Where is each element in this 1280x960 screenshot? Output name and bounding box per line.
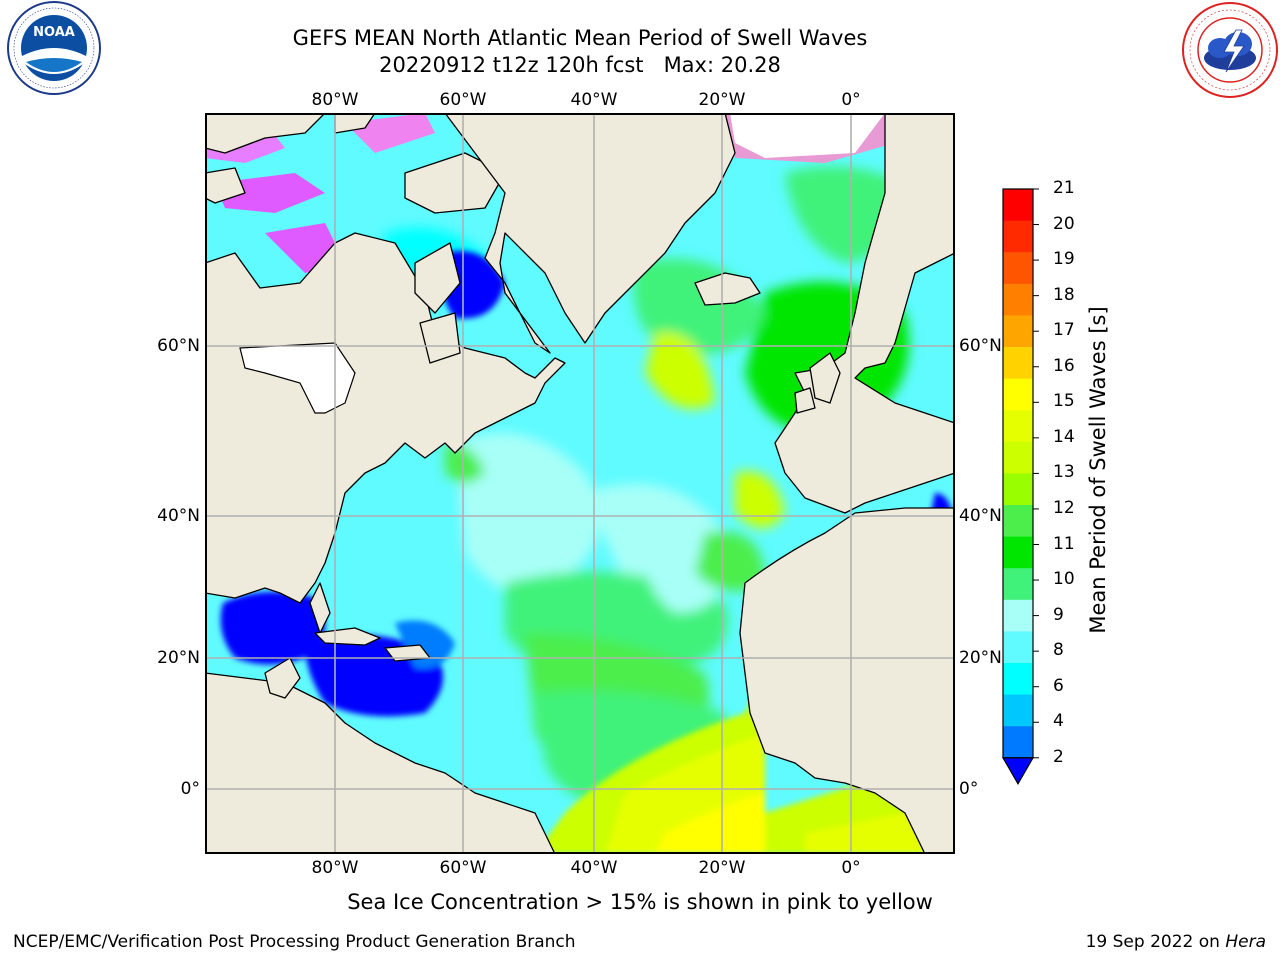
lon-label-top-80w: 80°W	[311, 90, 359, 110]
colorbar-tick-label: 12	[1053, 497, 1075, 518]
colorbar-segment	[1003, 410, 1033, 443]
colorbar-label: Mean Period of Swell Waves [s]	[1086, 306, 1110, 634]
noaa-logo: NOAA	[7, 1, 101, 95]
lat-label-left-20n: 20°N	[157, 648, 200, 668]
colorbar-segment	[1003, 315, 1033, 348]
lon-label-top-0: 0°	[841, 90, 861, 110]
lon-label-bottom-0: 0°	[841, 858, 861, 878]
lon-label-bottom-80w: 80°W	[311, 858, 359, 878]
colorbar-segment	[1003, 220, 1033, 253]
lon-label-top-20w: 20°W	[698, 90, 746, 110]
colorbar-tick-label: 14	[1053, 426, 1075, 447]
lon-label-bottom-20w: 20°W	[698, 858, 746, 878]
colorbar-tick-label: 8	[1053, 640, 1064, 661]
colorbar-segment	[1003, 568, 1033, 601]
colorbar-tick-label: 10	[1053, 569, 1075, 590]
colorbar-tick-label: 4	[1053, 711, 1064, 732]
lon-label-bottom-40w: 40°W	[570, 858, 618, 878]
ice-mask-hudson	[239, 342, 356, 414]
colorbar-tick-label: 16	[1053, 355, 1075, 376]
colorbar-tick-label: 18	[1053, 284, 1075, 305]
colorbar-segment	[1003, 283, 1033, 316]
map-border	[205, 113, 955, 854]
run-date-text: 19 Sep 2022 on	[1085, 932, 1220, 952]
lon-label-top-60w: 60°W	[439, 90, 487, 110]
graticule	[205, 113, 955, 854]
colorbar-tick-label: 9	[1053, 604, 1064, 625]
colorbar-segment	[1003, 378, 1033, 411]
colorbar-tick-label: 20	[1053, 213, 1075, 234]
colorbar-segment	[1003, 631, 1033, 664]
colorbar-tick-label: 6	[1053, 675, 1064, 696]
ice-mask-arctic	[730, 113, 885, 158]
lat-label-right-0: 0°	[959, 779, 979, 799]
land	[205, 113, 955, 854]
colorbar-tick-label: 11	[1053, 533, 1075, 554]
lat-label-right-60n: 60°N	[959, 336, 1002, 356]
run-date: 19 Sep 2022 on Hera	[1086, 932, 1266, 952]
colorbar-segment	[1003, 473, 1033, 506]
colorbar-segment	[1003, 505, 1033, 538]
lat-label-right-20n: 20°N	[959, 648, 1002, 668]
colorbar-segment	[1003, 441, 1033, 474]
credit-line: NCEP/EMC/Verification Post Processing Pr…	[13, 932, 576, 952]
figure-title: GEFS MEAN North Atlantic Mean Period of …	[292, 26, 868, 50]
colorbar-tick-label: 17	[1053, 320, 1075, 341]
colorbar-tick-label: 2	[1053, 746, 1064, 767]
machine-name: Hera	[1225, 932, 1266, 952]
colorbar-tick-label: 19	[1053, 249, 1075, 270]
lat-label-right-40n: 40°N	[959, 506, 1002, 526]
colorbar-segment	[1003, 536, 1033, 569]
lat-label-left-0: 0°	[180, 779, 200, 799]
colorbar	[1001, 188, 1039, 786]
lat-label-left-40n: 40°N	[157, 506, 200, 526]
colorbar-extend-arrow	[1001, 757, 1035, 786]
sea-ice-caption: Sea Ice Concentration > 15% is shown in …	[347, 890, 933, 914]
colorbar-segment	[1003, 726, 1033, 759]
colorbar-tick-label: 15	[1053, 391, 1075, 412]
lon-label-bottom-60w: 60°W	[439, 858, 487, 878]
swell-period-map	[205, 113, 955, 854]
colorbar-segment	[1003, 189, 1033, 222]
colorbar-tick-label: 21	[1053, 178, 1075, 198]
colorbar-tick-label: 13	[1053, 462, 1075, 483]
colorbar-segment	[1003, 252, 1033, 285]
svg-text:NOAA: NOAA	[33, 25, 75, 40]
nws-logo	[1182, 2, 1278, 98]
colorbar-segment	[1003, 694, 1033, 727]
colorbar-segment	[1003, 599, 1033, 632]
lat-label-left-60n: 60°N	[157, 336, 200, 356]
lon-label-top-40w: 40°W	[570, 90, 618, 110]
colorbar-segment	[1003, 663, 1033, 696]
figure-subtitle: 20220912 t12z 120h fcst Max: 20.28	[379, 53, 781, 77]
colorbar-segment	[1003, 347, 1033, 380]
